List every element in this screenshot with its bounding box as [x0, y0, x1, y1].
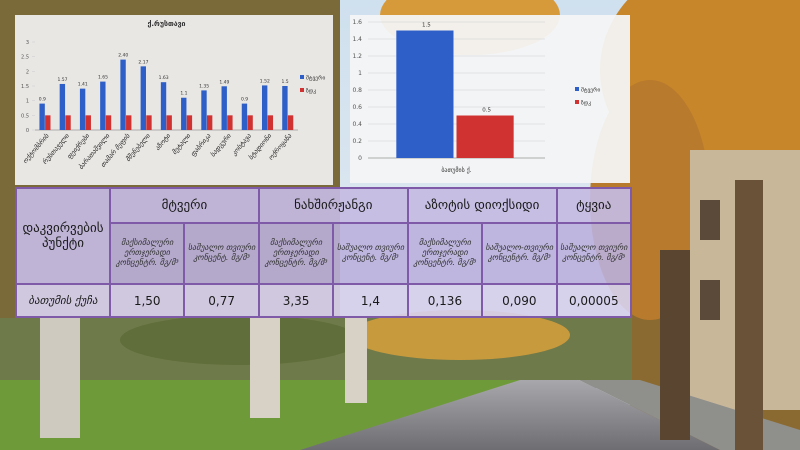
legend-label: მტვერი	[306, 75, 325, 82]
bar	[241, 103, 248, 130]
legend-swatch	[300, 88, 304, 92]
y-tick-label: 0.2	[352, 138, 362, 145]
row-label: ბათუმის ქუჩა	[15, 283, 111, 318]
bar	[221, 86, 227, 130]
data-label: 1.57	[57, 77, 67, 83]
x-tick-label: სადგური	[208, 131, 233, 159]
header-cell: ნახშირჟანგი	[257, 187, 409, 224]
bar	[100, 81, 106, 130]
data-label: 1.63	[159, 75, 169, 81]
y-tick-label: 1	[358, 70, 362, 77]
y-tick-label: 0	[26, 128, 29, 134]
subheader-cell: მაქსიმალური ერთჯერადი კონცენტრ. მგ/მ³	[257, 221, 335, 286]
cell: 0,00005	[555, 283, 633, 318]
bar	[166, 115, 172, 130]
legend-swatch	[300, 75, 304, 79]
y-tick-label: 3	[26, 40, 29, 46]
y-tick-label: 0.4	[352, 121, 362, 128]
legend-swatch	[575, 87, 579, 91]
chart-title: ქ.რუსთავი	[147, 20, 185, 28]
data-label: 1.5	[422, 23, 431, 29]
bar	[79, 88, 86, 130]
y-tick-label: 1	[26, 99, 29, 105]
cell: 3,35	[257, 283, 335, 318]
bar	[39, 103, 45, 130]
cell: 1,50	[108, 283, 186, 318]
data-label: 1.35	[199, 83, 209, 89]
data-label: 1.49	[219, 79, 229, 85]
data-label: 1.52	[260, 78, 270, 84]
legend-swatch	[575, 100, 579, 104]
cell: 1,4	[332, 283, 409, 318]
bar	[45, 115, 51, 130]
y-tick-label: 0.6	[352, 104, 362, 111]
header-cell: ტყვია	[555, 187, 633, 224]
bar	[227, 115, 233, 130]
bar	[287, 115, 294, 130]
bar	[181, 97, 187, 130]
bar	[105, 115, 112, 130]
y-tick-label: 1.6	[352, 19, 362, 26]
bar	[126, 115, 132, 130]
y-tick-label: 1.2	[352, 53, 362, 60]
bar	[140, 66, 146, 130]
data-label: 1.41	[78, 82, 88, 88]
data-label: 0.9	[39, 97, 46, 103]
y-tick-label: 0.5	[21, 113, 29, 119]
data-label: 1.1	[180, 91, 187, 97]
bar	[201, 90, 207, 130]
bar	[146, 115, 152, 130]
data-label: 0.5	[482, 108, 491, 114]
data-label: 2.17	[138, 59, 148, 65]
subheader-cell: საშუალო-თვიური კონცენტრ. მგ/მ³	[481, 221, 558, 286]
bar	[261, 85, 268, 130]
bar	[267, 115, 274, 130]
y-tick-label: 0.8	[352, 87, 362, 94]
y-tick-label: 1.5	[21, 84, 29, 90]
header-cell: დაკვირვების პუნქტი	[15, 186, 111, 286]
bar	[247, 115, 253, 130]
y-tick-label: 2	[26, 69, 29, 75]
bar	[396, 30, 454, 158]
data-table: დაკვირვების პუნქტი მტვერი ნახშირჟანგი აზ…	[15, 186, 633, 318]
data-label: 2.40	[118, 53, 128, 59]
bar	[59, 83, 66, 130]
x-tick-label: ბათუმის ქ.	[441, 167, 471, 174]
legend-label: ზდკ	[581, 100, 591, 107]
subheader-cell: საშუალო თვიური კონცენტრ. მგ/მ³	[555, 221, 633, 286]
bar	[85, 115, 91, 130]
bar	[186, 115, 193, 130]
bar	[282, 86, 288, 130]
data-label: 1.5	[281, 79, 288, 85]
legend-label: მტვერი	[581, 87, 600, 94]
subheader-cell: მაქსიმალური ერთჯერადი კონცენტრ. მგ/მ³	[108, 221, 186, 286]
bar	[120, 59, 126, 130]
header-cell: აზოტის დიოქსიდი	[406, 187, 558, 224]
cell: 0,77	[183, 283, 260, 318]
y-tick-label: 0	[358, 155, 362, 162]
bar	[206, 115, 213, 130]
y-tick-label: 1.4	[352, 36, 362, 43]
subheader-cell: მაქსიმალური ერთჯერადი კონცენტრ. მგ/მ³	[406, 221, 484, 286]
header-cell: მტვერი	[109, 187, 260, 224]
data-label: 0.9	[241, 97, 248, 103]
cell: 0,136	[406, 283, 484, 318]
x-tick-label: აზოტი	[154, 132, 173, 152]
bar	[65, 115, 71, 130]
legend-label: ზდკ	[306, 88, 316, 95]
data-label: 1.65	[98, 75, 108, 81]
y-tick-label: 2.5	[21, 55, 29, 61]
subheader-cell: საშუალო თვიური კონცენტ. მგ/მ³	[183, 221, 260, 286]
cell: 0,090	[481, 283, 558, 318]
bar	[456, 115, 514, 158]
subheader-cell: საშუალო თვიური კონცენტ. მგ/მ³	[332, 221, 409, 286]
bar	[160, 82, 167, 130]
